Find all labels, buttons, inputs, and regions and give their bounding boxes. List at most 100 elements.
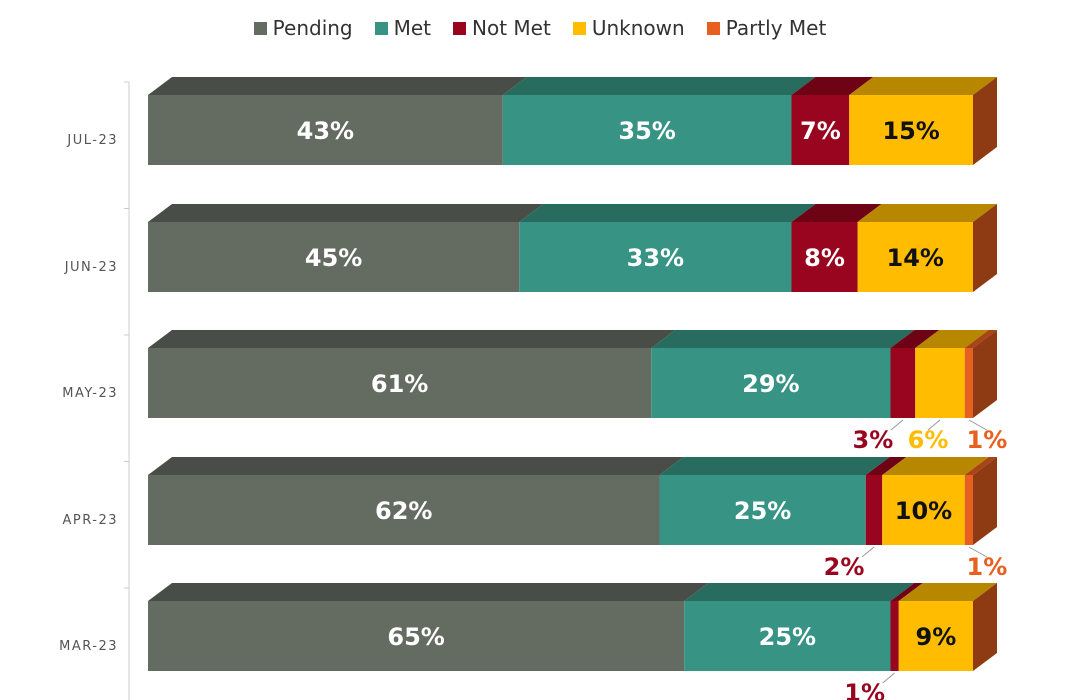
data-label-leader <box>861 546 875 558</box>
legend-label-pending: Pending <box>272 16 353 40</box>
bar-row-apr-23: APR-23 62% 25% 2% 10% 1% <box>63 457 1008 581</box>
bar-top-unknown <box>857 204 997 222</box>
data-label-unknown: 10% <box>895 497 952 525</box>
data-label-unknown: 15% <box>882 117 939 145</box>
bar-segment-pending <box>148 348 652 418</box>
legend-swatch-met <box>374 21 388 35</box>
bar-side-partly-met <box>973 457 997 545</box>
bar-top-partly-met <box>964 330 997 348</box>
bar-top-pending <box>148 204 544 222</box>
bar-segment-pending <box>148 95 503 165</box>
bar-side-unknown <box>973 77 997 165</box>
bar-side-unknown <box>973 204 997 292</box>
data-label-not-met: 2% <box>824 553 865 581</box>
bar-top-not-met <box>890 583 923 601</box>
bar-segment-met <box>519 222 792 292</box>
legend-label-not-met: Not Met <box>472 16 551 40</box>
data-label-leader <box>882 672 895 684</box>
legend: Pending Met Not Met Unknown Partly Met <box>0 16 1080 40</box>
bar-top-unknown <box>882 457 989 475</box>
bar-row-may-23: MAY-23 61% 29% 3% 6% 1% <box>62 330 1007 454</box>
bar-top-met <box>659 457 890 475</box>
legend-label-met: Met <box>393 16 432 40</box>
category-label: JUL-23 <box>66 133 118 148</box>
data-label-pending: 61% <box>371 370 428 398</box>
category-label: MAR-23 <box>59 639 118 654</box>
bar-top-not-met <box>791 77 874 95</box>
bar-segment-partly-met <box>964 475 973 545</box>
bar-top-not-met <box>865 457 907 475</box>
bar-segment-unknown <box>857 222 973 292</box>
bar-segment-unknown <box>915 348 965 418</box>
data-label-unknown: 9% <box>916 623 957 651</box>
data-label-pending: 45% <box>305 244 362 272</box>
bar-top-unknown <box>898 583 997 601</box>
bar-row-mar-23: MAR-23 65% 25% 1% 9% <box>59 583 997 700</box>
bar-segment-not-met <box>890 348 916 418</box>
legend-item-pending: Pending <box>253 16 353 40</box>
bar-segment-pending <box>148 601 685 671</box>
bar-top-met <box>502 77 816 95</box>
bar-segment-not-met <box>791 222 858 292</box>
data-label-leader <box>927 419 941 431</box>
bar-top-not-met <box>791 204 882 222</box>
bar-segment-unknown <box>898 601 973 671</box>
legend-item-unknown: Unknown <box>572 16 685 40</box>
category-label: APR-23 <box>63 513 118 528</box>
category-label: JUN-23 <box>64 260 118 275</box>
bar-segment-partly-met <box>964 348 973 418</box>
legend-label-partly-met: Partly Met <box>725 16 827 40</box>
data-label-not-met: 1% <box>844 679 885 700</box>
data-label-unknown: 6% <box>908 426 949 454</box>
bar-top-pending <box>148 583 709 601</box>
data-label-unknown: 14% <box>887 244 944 272</box>
bar-segment-unknown <box>882 475 965 545</box>
legend-item-not-met: Not Met <box>453 16 551 40</box>
bar-top-partly-met <box>964 457 997 475</box>
bar-top-met <box>651 330 915 348</box>
bar-top-unknown <box>849 77 997 95</box>
data-label-not-met: 7% <box>800 117 841 145</box>
data-label-not-met: 8% <box>804 244 845 272</box>
data-label-met: 25% <box>734 497 791 525</box>
bar-top-pending <box>148 457 684 475</box>
legend-item-met: Met <box>374 16 432 40</box>
category-label: MAY-23 <box>62 386 118 401</box>
bar-side-partly-met <box>973 330 997 418</box>
bar-segment-pending <box>148 475 660 545</box>
bar-top-pending <box>148 330 676 348</box>
data-label-met: 29% <box>742 370 799 398</box>
bar-top-met <box>519 204 816 222</box>
bar-row-jun-23: JUN-23 45% 33% 8% 14% <box>64 204 997 292</box>
bar-segment-met <box>502 95 792 165</box>
bar-segment-not-met <box>865 475 883 545</box>
bar-top-unknown <box>915 330 989 348</box>
bar-segment-met <box>651 348 891 418</box>
legend-item-partly-met: Partly Met <box>706 16 827 40</box>
data-label-pending: 43% <box>297 117 354 145</box>
bar-segment-unknown <box>849 95 973 165</box>
data-label-pending: 62% <box>375 497 432 525</box>
legend-swatch-partly-met <box>706 21 720 35</box>
data-label-met: 35% <box>618 117 675 145</box>
data-label-leader <box>968 419 988 431</box>
bar-row-jul-23: JUL-23 43% 35% 7% 15% <box>66 77 997 165</box>
data-label-leader <box>968 546 988 558</box>
bar-top-not-met <box>890 330 940 348</box>
bar-segment-not-met <box>890 601 899 671</box>
bar-side-unknown <box>973 583 997 671</box>
data-label-met: 33% <box>627 244 684 272</box>
bar-segment-met <box>659 475 866 545</box>
data-label-partly-met: 1% <box>967 553 1008 581</box>
legend-swatch-pending <box>253 21 267 35</box>
legend-swatch-unknown <box>572 21 586 35</box>
data-label-not-met: 3% <box>853 426 894 454</box>
data-label-partly-met: 1% <box>967 426 1008 454</box>
bar-segment-pending <box>148 222 520 292</box>
data-label-leader <box>890 419 904 431</box>
bar-segment-met <box>684 601 891 671</box>
legend-swatch-not-met <box>453 21 467 35</box>
data-label-pending: 65% <box>387 623 444 651</box>
